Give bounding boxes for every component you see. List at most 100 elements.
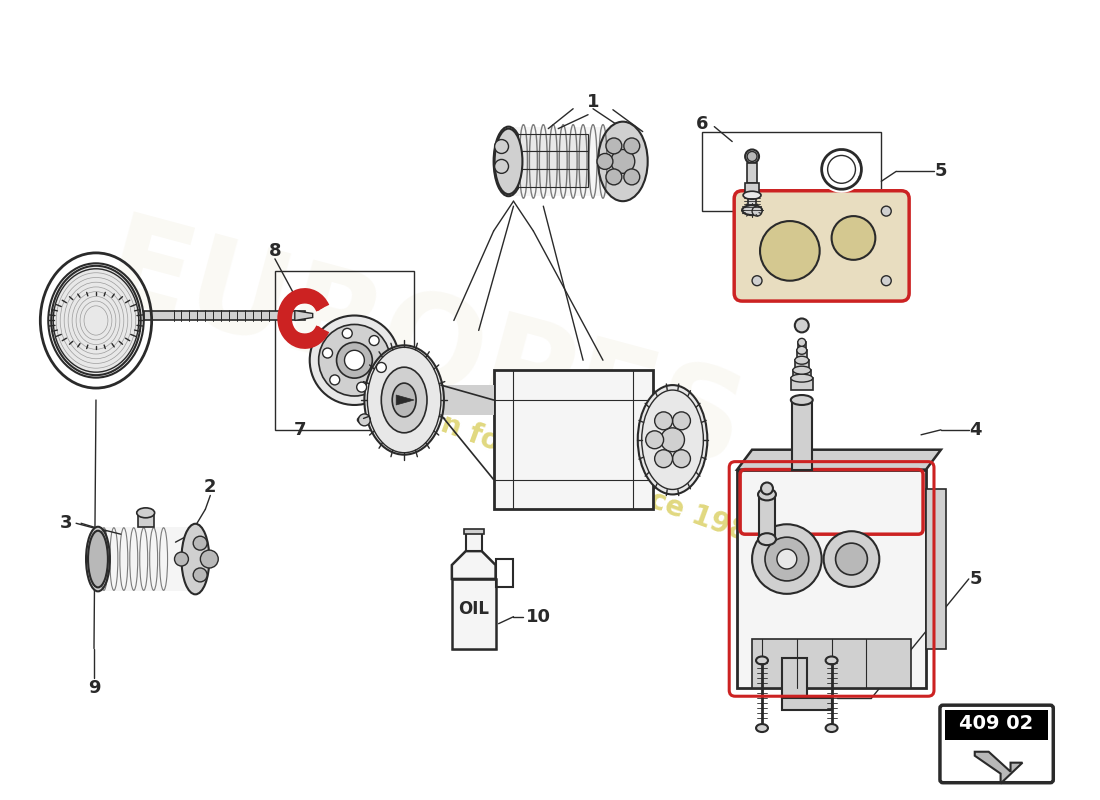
Circle shape: [495, 139, 508, 154]
Polygon shape: [295, 310, 312, 321]
Bar: [782, 658, 806, 698]
Bar: [464, 530, 484, 534]
Circle shape: [597, 154, 613, 170]
Bar: [138, 513, 154, 526]
Ellipse shape: [393, 383, 416, 417]
Ellipse shape: [603, 126, 632, 196]
Text: EUROPES: EUROPES: [91, 207, 757, 494]
Ellipse shape: [798, 338, 806, 346]
Text: 1: 1: [586, 93, 600, 110]
Text: 7: 7: [294, 421, 306, 439]
Ellipse shape: [745, 150, 759, 163]
Bar: [496, 559, 514, 587]
Circle shape: [795, 318, 808, 333]
Bar: [793, 370, 811, 380]
Text: a passion for parts since 1985: a passion for parts since 1985: [317, 366, 770, 554]
Text: 6: 6: [696, 114, 708, 133]
Bar: [945, 710, 1048, 740]
Circle shape: [752, 206, 762, 216]
Ellipse shape: [795, 356, 808, 364]
Bar: [759, 494, 774, 539]
Ellipse shape: [364, 346, 444, 454]
Circle shape: [376, 362, 386, 373]
Bar: [748, 195, 756, 210]
Wedge shape: [283, 297, 323, 340]
Polygon shape: [452, 551, 496, 579]
Bar: [782, 698, 832, 710]
Text: 5: 5: [969, 570, 982, 588]
Bar: [926, 490, 946, 649]
Bar: [144, 310, 305, 321]
Circle shape: [370, 335, 379, 346]
Bar: [792, 400, 812, 470]
Ellipse shape: [182, 524, 209, 594]
Ellipse shape: [86, 526, 110, 591]
Bar: [745, 183, 759, 195]
Bar: [441, 385, 494, 415]
Ellipse shape: [52, 266, 141, 375]
Circle shape: [337, 342, 372, 378]
Circle shape: [200, 550, 218, 568]
Ellipse shape: [494, 126, 524, 196]
Circle shape: [654, 412, 672, 430]
Circle shape: [606, 169, 621, 185]
Ellipse shape: [742, 205, 762, 215]
Circle shape: [359, 414, 371, 426]
FancyBboxPatch shape: [940, 705, 1054, 782]
Circle shape: [610, 150, 635, 174]
Circle shape: [624, 138, 640, 154]
Text: OIL: OIL: [459, 600, 490, 618]
Text: 409 02: 409 02: [959, 714, 1034, 734]
FancyBboxPatch shape: [734, 190, 909, 301]
Circle shape: [760, 221, 820, 281]
Ellipse shape: [796, 346, 806, 354]
Ellipse shape: [136, 508, 155, 518]
Ellipse shape: [310, 315, 399, 405]
Circle shape: [752, 524, 822, 594]
Bar: [703, 131, 881, 211]
Ellipse shape: [758, 534, 776, 545]
Circle shape: [322, 348, 332, 358]
Text: 4: 4: [969, 421, 982, 439]
Circle shape: [832, 216, 876, 260]
Polygon shape: [975, 752, 1023, 783]
Text: 3: 3: [59, 514, 73, 532]
Ellipse shape: [791, 374, 813, 382]
Circle shape: [330, 375, 340, 385]
Circle shape: [342, 328, 352, 338]
Circle shape: [824, 531, 879, 587]
Polygon shape: [737, 450, 940, 470]
Ellipse shape: [319, 325, 390, 396]
Bar: [752, 638, 911, 688]
Bar: [795, 360, 808, 370]
Circle shape: [747, 151, 757, 162]
Bar: [798, 342, 806, 350]
Circle shape: [654, 450, 672, 468]
Bar: [518, 170, 589, 187]
Ellipse shape: [758, 489, 776, 501]
Circle shape: [672, 450, 691, 468]
Bar: [791, 378, 813, 390]
Bar: [737, 470, 926, 688]
Bar: [465, 534, 482, 551]
Text: 9: 9: [88, 679, 100, 698]
Circle shape: [881, 276, 891, 286]
Bar: [275, 270, 414, 430]
Circle shape: [194, 536, 207, 550]
Ellipse shape: [826, 657, 837, 665]
Bar: [737, 194, 906, 298]
Ellipse shape: [638, 385, 707, 494]
Circle shape: [661, 428, 684, 452]
Ellipse shape: [791, 395, 813, 405]
Polygon shape: [396, 395, 414, 405]
Bar: [452, 579, 496, 649]
Bar: [494, 370, 652, 510]
Circle shape: [344, 350, 364, 370]
Circle shape: [194, 568, 207, 582]
Ellipse shape: [495, 129, 522, 194]
Ellipse shape: [358, 416, 372, 424]
Text: 2: 2: [204, 478, 217, 497]
Circle shape: [624, 169, 640, 185]
Ellipse shape: [756, 657, 768, 665]
Bar: [98, 526, 196, 591]
